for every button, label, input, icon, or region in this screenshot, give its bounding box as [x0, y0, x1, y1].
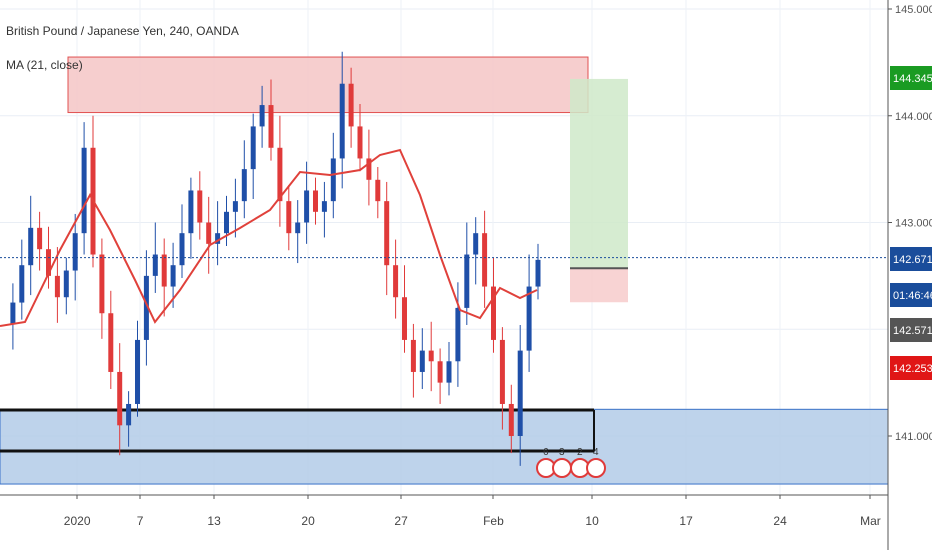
- stop-zone[interactable]: [570, 268, 628, 303]
- candle-body[interactable]: [446, 361, 452, 383]
- event-count-label: 4: [593, 447, 599, 458]
- candle-body[interactable]: [348, 83, 354, 127]
- candle-body[interactable]: [108, 313, 114, 372]
- candle-body[interactable]: [232, 201, 238, 212]
- candle-body[interactable]: [215, 233, 221, 244]
- candle-body[interactable]: [126, 403, 132, 426]
- candle-body[interactable]: [357, 126, 363, 159]
- indicator-label: MA (21, close): [6, 58, 83, 72]
- price-badge: [890, 318, 932, 342]
- candle-body[interactable]: [179, 233, 185, 266]
- y-tick-label: 144.000: [895, 111, 932, 123]
- candle-body[interactable]: [117, 371, 123, 426]
- support-zone[interactable]: [0, 408, 889, 485]
- candle-body[interactable]: [491, 286, 496, 340]
- candle-body[interactable]: [286, 201, 292, 234]
- candle-body[interactable]: [161, 254, 167, 287]
- price-badge-label: 144.345: [893, 73, 932, 85]
- candle-body[interactable]: [384, 201, 390, 266]
- y-tick-label: 141.000: [895, 431, 932, 443]
- candle-body[interactable]: [295, 222, 301, 234]
- event-flag-icon[interactable]: [586, 458, 606, 478]
- candle-body[interactable]: [259, 105, 265, 127]
- candle-body[interactable]: [375, 179, 381, 202]
- event-flag-icon[interactable]: [552, 458, 572, 478]
- candle-body[interactable]: [402, 297, 407, 340]
- candle-body[interactable]: [526, 286, 532, 351]
- target-zone[interactable]: [570, 78, 628, 269]
- candle-body[interactable]: [224, 211, 229, 234]
- candle-body[interactable]: [206, 222, 212, 244]
- candle-body[interactable]: [464, 254, 470, 308]
- candle-body[interactable]: [37, 227, 43, 250]
- price-badge: [890, 247, 932, 271]
- candle-body[interactable]: [304, 190, 310, 223]
- ma-series-line: [0, 148, 538, 327]
- candle-body[interactable]: [393, 265, 399, 298]
- price-badge: [890, 66, 932, 90]
- candle-body[interactable]: [428, 350, 434, 362]
- event-count-label: 3: [559, 447, 565, 458]
- resistance-zone[interactable]: [67, 56, 589, 114]
- price-badge-label: 142.253: [893, 363, 932, 375]
- candle-body[interactable]: [197, 190, 203, 223]
- x-tick-label: 17: [679, 514, 693, 528]
- candle-body[interactable]: [410, 339, 416, 372]
- candle-body[interactable]: [473, 233, 479, 255]
- candle-body[interactable]: [277, 147, 283, 202]
- candle-body[interactable]: [482, 233, 488, 287]
- event-count-label: 6: [543, 447, 549, 458]
- candle-body[interactable]: [499, 339, 505, 404]
- candle-body[interactable]: [419, 350, 425, 372]
- candle-body[interactable]: [143, 275, 149, 340]
- candle-body[interactable]: [321, 201, 327, 212]
- x-tick-label: 27: [394, 514, 408, 528]
- candle-body[interactable]: [366, 158, 372, 180]
- x-tick-label: 7: [137, 514, 144, 528]
- candle-body[interactable]: [250, 126, 256, 170]
- candle-body[interactable]: [339, 83, 345, 159]
- price-badge: [890, 283, 932, 307]
- x-tick-label: 2020: [64, 514, 91, 528]
- candle-body[interactable]: [28, 227, 34, 266]
- candle-body[interactable]: [81, 147, 87, 234]
- price-badge-label: 142.571: [893, 325, 932, 337]
- x-tick-label: 13: [207, 514, 221, 528]
- candle-body[interactable]: [135, 339, 140, 404]
- candle-body[interactable]: [10, 302, 16, 324]
- event-count-label: 2: [577, 447, 583, 458]
- x-tick-label: 20: [301, 514, 315, 528]
- x-tick-label: Mar: [860, 514, 881, 528]
- symbol-title: British Pound / Japanese Yen, 240, OANDA: [6, 24, 239, 38]
- candle-body[interactable]: [99, 254, 105, 314]
- candle-body[interactable]: [19, 265, 25, 303]
- candle-body[interactable]: [241, 169, 247, 202]
- candle-body[interactable]: [268, 105, 274, 148]
- candle-body[interactable]: [188, 190, 194, 234]
- candle-body[interactable]: [517, 350, 523, 436]
- candle-body[interactable]: [46, 249, 51, 276]
- price-axis[interactable]: [888, 0, 932, 550]
- candle-body[interactable]: [170, 265, 176, 287]
- x-tick-label: 10: [585, 514, 599, 528]
- candle-body[interactable]: [330, 158, 336, 202]
- candle-body[interactable]: [508, 403, 514, 436]
- candle-body[interactable]: [63, 270, 69, 298]
- price-badge: [890, 356, 932, 380]
- candle-body[interactable]: [455, 307, 461, 362]
- candle-body[interactable]: [54, 275, 60, 298]
- candle-body[interactable]: [72, 233, 78, 271]
- candle-body[interactable]: [313, 190, 318, 212]
- x-tick-label: 24: [773, 514, 787, 528]
- y-tick-label: 145.000: [895, 4, 932, 16]
- price-badge-label: 01:46:46: [893, 290, 932, 302]
- price-badge-label: 142.671: [893, 254, 932, 266]
- x-tick-label: Feb: [483, 514, 504, 528]
- candle-body[interactable]: [152, 254, 158, 276]
- candle-body[interactable]: [535, 259, 541, 287]
- candle-body[interactable]: [437, 361, 443, 383]
- y-tick-label: 143.000: [895, 218, 932, 230]
